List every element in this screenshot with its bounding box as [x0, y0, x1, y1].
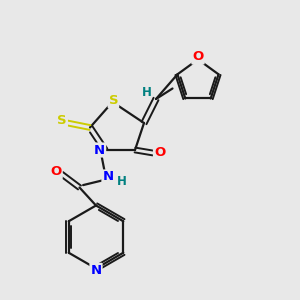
Text: S: S	[57, 114, 67, 127]
Text: N: N	[102, 170, 114, 184]
Text: H: H	[142, 86, 151, 99]
Text: H: H	[117, 175, 126, 188]
Text: N: N	[90, 264, 102, 277]
Text: O: O	[154, 146, 165, 160]
Text: O: O	[192, 50, 204, 64]
Text: N: N	[94, 143, 105, 157]
Text: S: S	[109, 94, 118, 107]
Text: O: O	[50, 165, 62, 178]
